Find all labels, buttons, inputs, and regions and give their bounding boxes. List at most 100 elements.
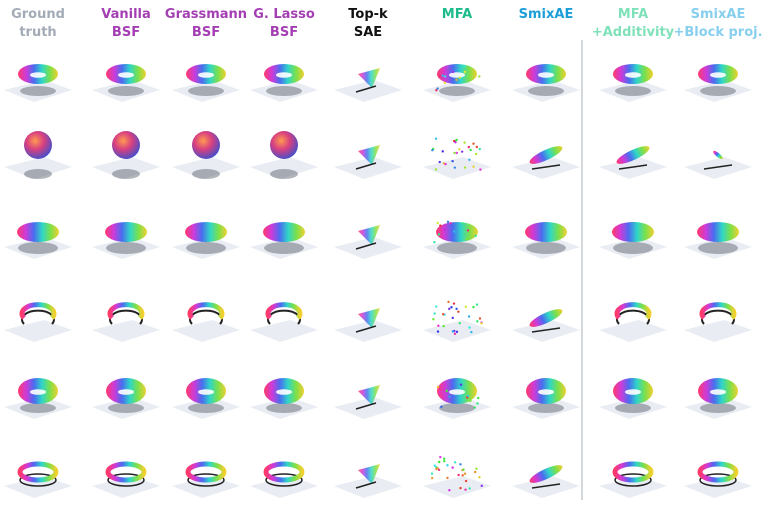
- point: [472, 142, 475, 145]
- ground-plane: [92, 320, 160, 342]
- ground-plane: [250, 397, 318, 419]
- ground-plane: [423, 237, 491, 259]
- shadow: [264, 242, 304, 254]
- point: [469, 399, 472, 403]
- cell: [172, 461, 240, 498]
- point: [449, 221, 452, 225]
- shadow-line: [531, 164, 561, 170]
- ground-plane: [92, 237, 160, 259]
- shadow: [192, 169, 220, 179]
- point: [443, 459, 446, 463]
- point: [438, 160, 441, 164]
- point: [455, 330, 459, 334]
- point: [442, 324, 445, 328]
- disk: [17, 222, 59, 242]
- point: [480, 484, 483, 488]
- ground-plane: [423, 397, 491, 419]
- shadow: [106, 242, 146, 254]
- shadow: [700, 86, 736, 96]
- point: [468, 326, 471, 329]
- point: [453, 461, 457, 464]
- cell: [684, 64, 752, 102]
- point: [451, 330, 455, 333]
- point: [478, 476, 481, 479]
- cell: [92, 302, 160, 342]
- ground-plane: [423, 80, 491, 102]
- cell: [250, 222, 318, 259]
- point: [436, 330, 440, 333]
- headers: Ground truth Vanilla BSF Grassmann BSF G. Lass…: [11, 7, 762, 40]
- ground-plane: [684, 320, 752, 342]
- cell: [4, 64, 72, 102]
- ring-shadow: [107, 473, 145, 487]
- ground-plane: [599, 80, 667, 102]
- torus-hole: [118, 389, 134, 395]
- cell: [423, 137, 491, 179]
- point: [462, 468, 465, 471]
- column-header: BSF: [112, 25, 140, 40]
- point: [463, 141, 466, 144]
- point: [475, 152, 478, 156]
- column-header: Grassmann: [165, 7, 247, 22]
- point: [453, 230, 456, 233]
- cell: [4, 461, 72, 498]
- point: [478, 75, 481, 78]
- sphere: [270, 131, 298, 159]
- shadow: [20, 403, 56, 413]
- cell: [334, 145, 402, 179]
- point: [470, 330, 473, 334]
- cell: [172, 378, 240, 419]
- cell: [4, 302, 72, 342]
- ground-plane: [172, 80, 240, 102]
- shadow: [437, 242, 477, 254]
- flat-shape: [616, 146, 650, 164]
- cell: [250, 461, 318, 498]
- point: [434, 168, 438, 171]
- collapsed-shape: [358, 464, 380, 484]
- torus-hole: [625, 72, 641, 78]
- point: [430, 476, 434, 480]
- ground-plane: [599, 157, 667, 179]
- ground-plane: [172, 320, 240, 342]
- ground-plane: [684, 397, 752, 419]
- shadow-line: [355, 402, 377, 410]
- cell: [423, 220, 491, 259]
- ground-plane: [599, 397, 667, 419]
- cell: [92, 64, 160, 102]
- shadow: [266, 403, 302, 413]
- ground-plane: [92, 80, 160, 102]
- cell: [512, 64, 580, 102]
- shadow: [698, 242, 738, 254]
- cell: [512, 146, 580, 179]
- point: [453, 151, 456, 155]
- column-header: Ground: [11, 7, 65, 22]
- ring-shadow: [699, 473, 737, 487]
- point: [477, 396, 480, 400]
- shadow: [439, 86, 475, 96]
- shadow: [186, 242, 226, 254]
- point: [453, 166, 457, 169]
- ring-shadow: [187, 473, 225, 487]
- point: [436, 87, 439, 90]
- point: [448, 307, 451, 311]
- point: [451, 466, 454, 469]
- shadow-line: [355, 481, 377, 489]
- point: [443, 228, 446, 231]
- cell: [250, 64, 318, 102]
- point: [454, 141, 457, 144]
- ground-plane: [4, 237, 72, 259]
- disk: [436, 222, 478, 242]
- column-header: SmixAE: [519, 7, 574, 22]
- point: [466, 394, 470, 397]
- point: [430, 472, 434, 475]
- point: [437, 460, 441, 464]
- point: [466, 229, 470, 232]
- ring-shadow: [265, 473, 303, 487]
- ground-plane: [250, 157, 318, 179]
- point: [458, 321, 461, 325]
- column-header: MFA: [618, 7, 648, 22]
- point: [463, 166, 467, 169]
- point: [437, 324, 440, 327]
- point: [464, 305, 468, 308]
